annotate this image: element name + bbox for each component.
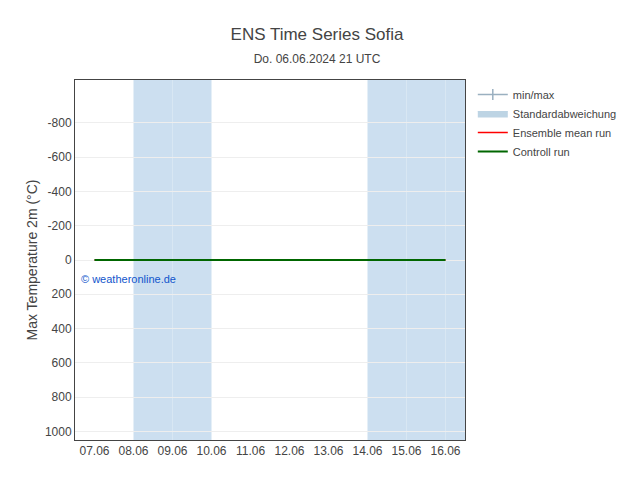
- svg-text:1000: 1000: [45, 425, 72, 439]
- svg-text:Max Temperature 2m (°C): Max Temperature 2m (°C): [24, 180, 40, 341]
- svg-text:Standardabweichung: Standardabweichung: [513, 108, 616, 120]
- svg-text:10.06: 10.06: [196, 444, 226, 458]
- svg-text:-600: -600: [48, 150, 72, 164]
- svg-text:09.06: 09.06: [157, 444, 187, 458]
- svg-text:800: 800: [52, 390, 72, 404]
- svg-text:08.06: 08.06: [118, 444, 148, 458]
- svg-text:-400: -400: [48, 185, 72, 199]
- svg-text:13.06: 13.06: [313, 444, 343, 458]
- svg-text:12.06: 12.06: [274, 444, 304, 458]
- svg-text:07.06: 07.06: [79, 444, 109, 458]
- svg-text:ENS Time Series Sofia: ENS Time Series Sofia: [231, 25, 404, 44]
- svg-text:© weatheronline.de: © weatheronline.de: [81, 273, 176, 285]
- svg-text:14.06: 14.06: [352, 444, 382, 458]
- svg-text:-800: -800: [48, 116, 72, 130]
- svg-text:15.06: 15.06: [391, 444, 421, 458]
- svg-text:0: 0: [65, 253, 72, 267]
- svg-text:16.06: 16.06: [430, 444, 460, 458]
- svg-text:Ensemble mean run: Ensemble mean run: [513, 127, 611, 139]
- svg-text:Do. 06.06.2024 21 UTC: Do. 06.06.2024 21 UTC: [254, 52, 381, 66]
- svg-text:600: 600: [52, 356, 72, 370]
- svg-text:400: 400: [52, 322, 72, 336]
- svg-text:min/max: min/max: [513, 89, 555, 101]
- svg-text:-200: -200: [48, 219, 72, 233]
- svg-text:11.06: 11.06: [236, 444, 265, 458]
- svg-text:Controll run: Controll run: [513, 146, 570, 158]
- svg-text:200: 200: [52, 287, 72, 301]
